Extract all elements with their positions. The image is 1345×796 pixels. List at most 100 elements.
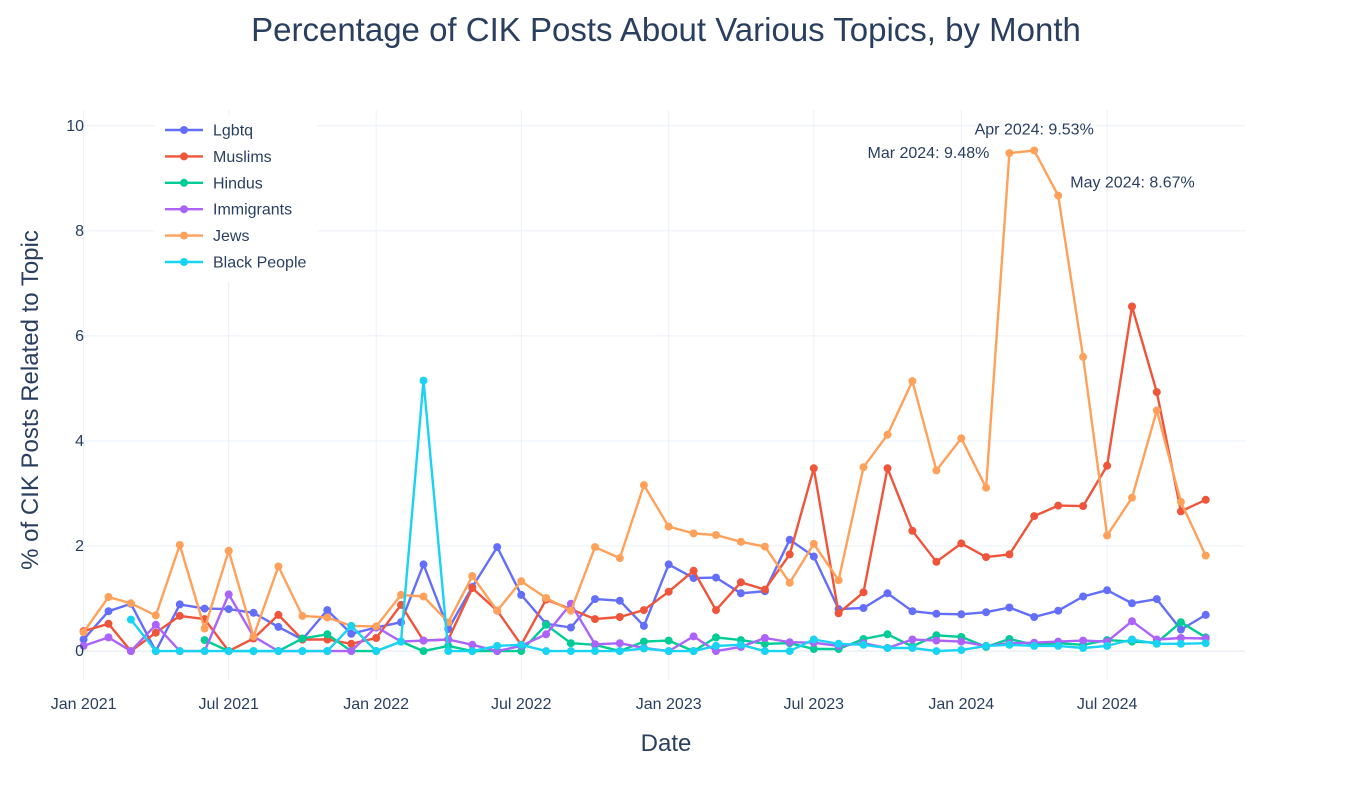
data-point[interactable] bbox=[591, 647, 599, 656]
data-point[interactable] bbox=[542, 620, 551, 629]
data-point[interactable] bbox=[175, 600, 184, 609]
data-point[interactable] bbox=[785, 550, 794, 559]
data-point[interactable] bbox=[200, 636, 209, 645]
data-point[interactable] bbox=[104, 619, 113, 628]
data-point[interactable] bbox=[274, 647, 283, 656]
data-point[interactable] bbox=[639, 644, 648, 653]
data-point[interactable] bbox=[419, 647, 428, 656]
data-point[interactable] bbox=[323, 613, 332, 622]
data-point[interactable] bbox=[736, 537, 745, 546]
data-point[interactable] bbox=[79, 635, 88, 644]
data-point[interactable] bbox=[639, 606, 648, 615]
data-point[interactable] bbox=[591, 543, 599, 552]
data-point[interactable] bbox=[785, 535, 794, 544]
data-point[interactable] bbox=[175, 541, 184, 549]
data-point[interactable] bbox=[664, 636, 673, 645]
data-point[interactable] bbox=[298, 647, 307, 656]
data-point[interactable] bbox=[1005, 640, 1014, 649]
data-point[interactable] bbox=[517, 640, 526, 649]
data-point[interactable] bbox=[224, 546, 233, 555]
data-point[interactable] bbox=[809, 539, 818, 548]
data-point[interactable] bbox=[736, 578, 745, 587]
data-point[interactable] bbox=[1079, 636, 1088, 645]
data-point[interactable] bbox=[542, 630, 551, 639]
data-point[interactable] bbox=[1176, 634, 1185, 642]
data-point[interactable] bbox=[712, 531, 720, 539]
data-point[interactable] bbox=[1054, 641, 1063, 650]
data-point[interactable] bbox=[1103, 461, 1112, 470]
data-point[interactable] bbox=[883, 644, 892, 652]
data-point[interactable] bbox=[957, 434, 966, 443]
data-point[interactable] bbox=[785, 647, 794, 656]
data-point[interactable] bbox=[249, 608, 258, 617]
data-point[interactable] bbox=[323, 647, 332, 656]
data-point[interactable] bbox=[298, 634, 307, 643]
data-point[interactable] bbox=[1079, 502, 1088, 511]
data-point[interactable] bbox=[126, 599, 135, 608]
data-point[interactable] bbox=[104, 593, 113, 601]
data-point[interactable] bbox=[664, 587, 673, 596]
data-point[interactable] bbox=[809, 645, 818, 653]
data-point[interactable] bbox=[126, 647, 135, 656]
data-point[interactable] bbox=[151, 620, 160, 629]
data-point[interactable] bbox=[1152, 639, 1161, 648]
data-point[interactable] bbox=[957, 637, 966, 646]
data-point[interactable] bbox=[908, 635, 917, 644]
data-point[interactable] bbox=[175, 611, 184, 620]
data-point[interactable] bbox=[1176, 639, 1185, 648]
data-point[interactable] bbox=[615, 554, 624, 563]
data-point[interactable] bbox=[859, 604, 868, 612]
data-point[interactable] bbox=[468, 647, 477, 656]
data-point[interactable] bbox=[982, 641, 991, 650]
data-point[interactable] bbox=[760, 585, 769, 594]
data-point[interactable] bbox=[1030, 613, 1039, 621]
data-point[interactable] bbox=[834, 576, 843, 585]
data-point[interactable] bbox=[542, 647, 551, 656]
data-point[interactable] bbox=[615, 639, 624, 648]
data-point[interactable] bbox=[468, 584, 477, 593]
data-point[interactable] bbox=[1103, 641, 1112, 650]
data-point[interactable] bbox=[591, 640, 599, 649]
data-point[interactable] bbox=[834, 609, 843, 618]
data-point[interactable] bbox=[493, 641, 502, 650]
data-point[interactable] bbox=[908, 644, 917, 652]
data-point[interactable] bbox=[372, 634, 381, 642]
data-point[interactable] bbox=[224, 647, 233, 656]
data-point[interactable] bbox=[712, 573, 720, 582]
legend-item-jews[interactable]: Jews bbox=[165, 228, 249, 245]
data-point[interactable] bbox=[298, 611, 307, 620]
data-point[interactable] bbox=[1054, 501, 1063, 510]
data-point[interactable] bbox=[760, 647, 769, 656]
data-point[interactable] bbox=[883, 430, 892, 439]
legend-item-muslims[interactable]: Muslims bbox=[165, 149, 272, 166]
data-point[interactable] bbox=[274, 622, 283, 631]
data-point[interactable] bbox=[104, 633, 113, 642]
data-point[interactable] bbox=[397, 637, 405, 646]
data-point[interactable] bbox=[689, 647, 698, 656]
data-point[interactable] bbox=[1201, 610, 1210, 619]
data-point[interactable] bbox=[809, 635, 818, 644]
data-point[interactable] bbox=[1030, 512, 1039, 521]
legend-item-lgbtq[interactable]: Lgbtq bbox=[165, 123, 253, 140]
data-point[interactable] bbox=[444, 647, 453, 656]
data-point[interactable] bbox=[1054, 191, 1063, 200]
data-point[interactable] bbox=[1176, 507, 1185, 516]
data-point[interactable] bbox=[957, 539, 966, 548]
data-point[interactable] bbox=[517, 577, 526, 586]
data-point[interactable] bbox=[1128, 493, 1136, 502]
data-point[interactable] bbox=[347, 629, 356, 638]
data-point[interactable] bbox=[468, 572, 477, 580]
legend-item-black-people[interactable]: Black People bbox=[165, 255, 306, 272]
data-point[interactable] bbox=[615, 613, 624, 621]
data-point[interactable] bbox=[883, 630, 892, 639]
data-point[interactable] bbox=[1030, 146, 1039, 155]
data-point[interactable] bbox=[932, 636, 941, 645]
data-point[interactable] bbox=[566, 639, 575, 648]
data-point[interactable] bbox=[249, 647, 258, 656]
data-point[interactable] bbox=[517, 590, 526, 599]
data-point[interactable] bbox=[151, 628, 160, 637]
data-point[interactable] bbox=[932, 557, 941, 566]
data-point[interactable] bbox=[347, 621, 356, 630]
data-point[interactable] bbox=[834, 639, 843, 648]
data-point[interactable] bbox=[859, 588, 868, 597]
